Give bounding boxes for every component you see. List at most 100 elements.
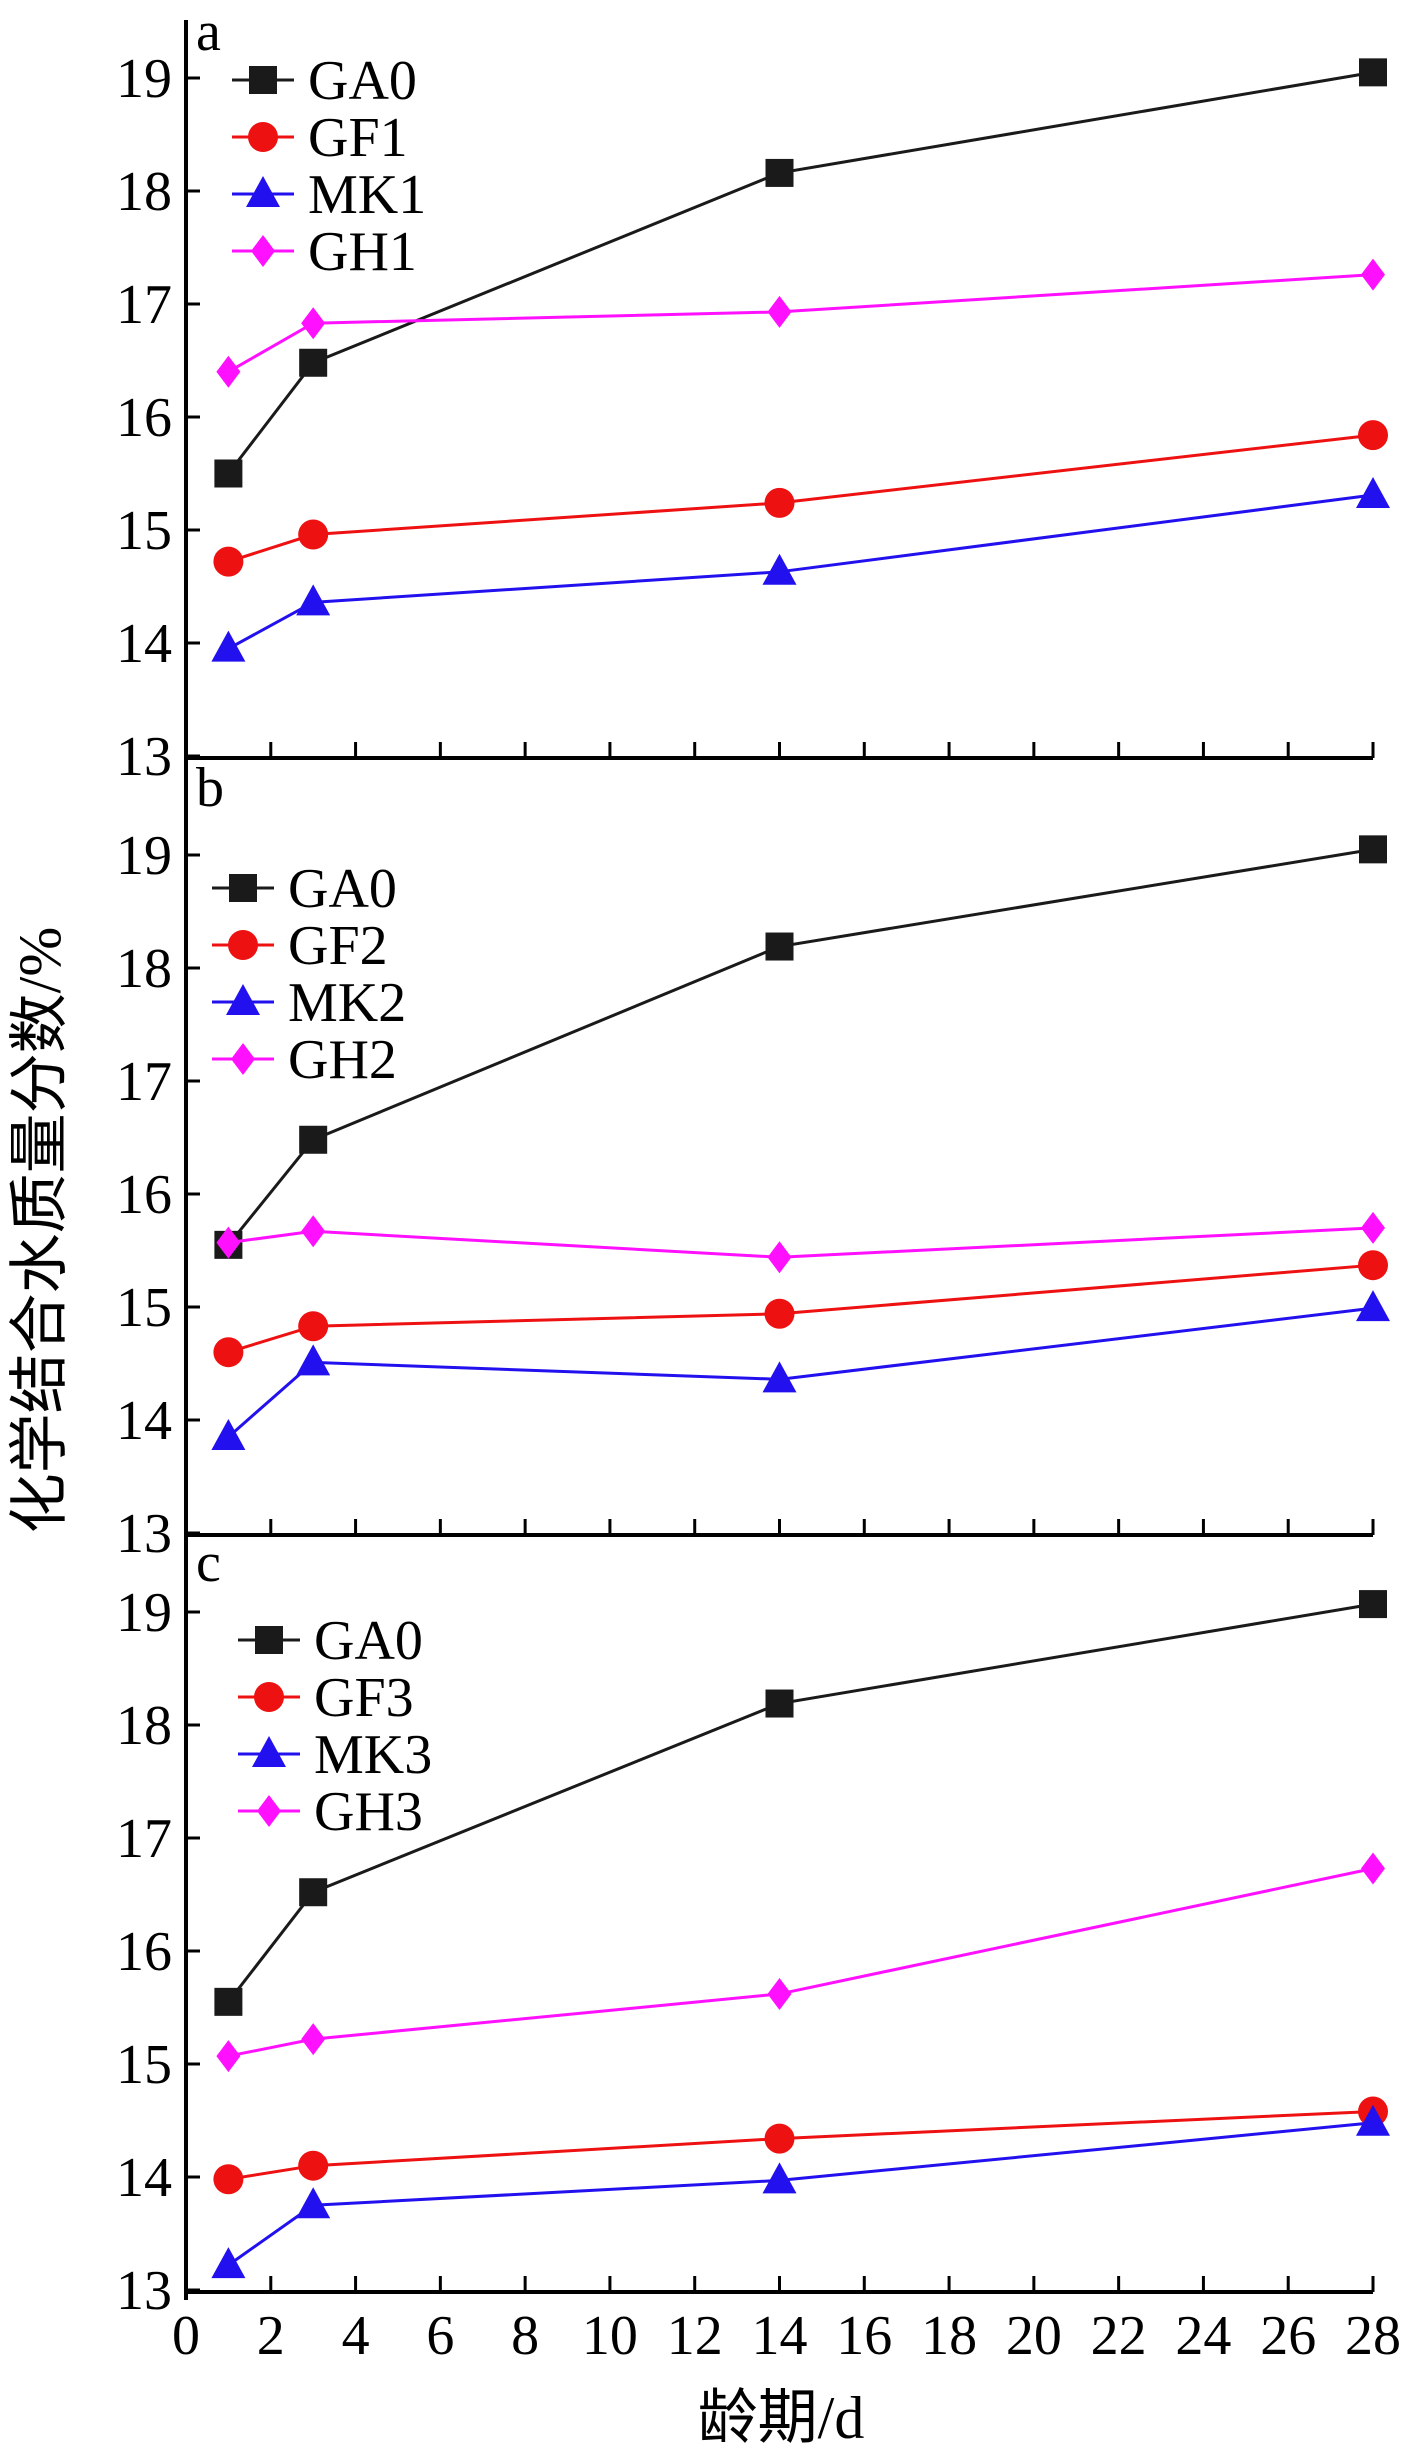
series-GA0 xyxy=(214,835,1387,1259)
y-tick-label: 15 xyxy=(116,1277,172,1339)
data-point xyxy=(298,2150,329,2181)
legend-entry: GF1 xyxy=(232,107,408,169)
x-tick-label: 12 xyxy=(667,2305,723,2367)
data-point xyxy=(296,584,331,616)
data-point xyxy=(1361,258,1385,291)
x-tick-label: 28 xyxy=(1345,2305,1401,2367)
legend-marker xyxy=(229,874,257,902)
data-point xyxy=(764,487,795,518)
series-line xyxy=(227,1306,1374,1439)
legend-label: GA0 xyxy=(314,1610,423,1672)
y-tick-label: 14 xyxy=(116,2147,172,2209)
series-line xyxy=(227,847,1374,1246)
y-tick-label: 16 xyxy=(116,1164,172,1226)
y-tick-label: 13 xyxy=(116,726,172,788)
legend-marker xyxy=(248,122,278,152)
x-tick-label: 10 xyxy=(582,2305,638,2367)
series-line xyxy=(227,1263,1374,1354)
x-tick-label: 24 xyxy=(1175,2305,1231,2367)
legend-label: GF2 xyxy=(288,915,388,977)
legend-entry: GA0 xyxy=(232,50,417,112)
data-point xyxy=(214,459,243,488)
data-point xyxy=(213,1337,244,1368)
legend-label: GF1 xyxy=(308,107,408,169)
series-line xyxy=(228,2109,1374,2181)
legend-entry: GA0 xyxy=(238,1610,423,1672)
data-point xyxy=(301,2023,326,2056)
series-MK2 xyxy=(211,1290,1390,1450)
data-point xyxy=(765,1689,794,1718)
legend-entry: MK2 xyxy=(212,972,406,1034)
data-point xyxy=(1356,476,1390,508)
y-tick-label: 18 xyxy=(116,1695,172,1757)
x-tick-label: 18 xyxy=(921,2305,977,2367)
panel-label: a xyxy=(196,1,221,63)
legend-marker xyxy=(254,1682,284,1712)
data-point xyxy=(767,1241,792,1274)
data-point xyxy=(762,1361,797,1393)
data-point xyxy=(213,2164,244,2195)
series-line xyxy=(228,1226,1374,1259)
panel-label: b xyxy=(196,757,224,819)
y-tick-label: 14 xyxy=(116,613,172,675)
x-tick-label: 6 xyxy=(426,2305,454,2367)
data-point xyxy=(301,1215,326,1248)
data-point xyxy=(762,2162,797,2194)
legend-marker xyxy=(257,1795,281,1827)
series-line xyxy=(228,1867,1374,2058)
data-point xyxy=(298,519,329,550)
data-point xyxy=(213,546,244,577)
series-GF2 xyxy=(213,1250,1388,1368)
x-tick-label: 20 xyxy=(1006,2305,1062,2367)
series-line xyxy=(227,493,1374,650)
series-GH3 xyxy=(216,1852,1385,2073)
data-point xyxy=(216,355,241,388)
legend-marker xyxy=(226,984,260,1015)
data-point xyxy=(765,932,794,961)
data-point xyxy=(299,1878,328,1907)
series-GH2 xyxy=(216,1211,1385,1274)
legend-label: GF3 xyxy=(314,1667,414,1729)
data-point xyxy=(301,307,326,340)
legend-entry: GH2 xyxy=(212,1029,397,1091)
data-point xyxy=(762,553,797,585)
y-tick-label: 18 xyxy=(116,938,172,1000)
series-GA0 xyxy=(214,1590,1387,2016)
y-tick-label: 15 xyxy=(116,2034,172,2096)
x-tick-label: 14 xyxy=(752,2305,808,2367)
legend-entry: GA0 xyxy=(212,858,397,920)
series-line xyxy=(227,273,1374,374)
series-GF1 xyxy=(213,420,1388,577)
x-tick-label: 2 xyxy=(257,2305,285,2367)
series-line xyxy=(227,1602,1374,2003)
data-point xyxy=(211,630,246,662)
data-point xyxy=(767,295,792,328)
legend-label: MK1 xyxy=(308,164,426,226)
data-point xyxy=(214,1987,243,2016)
y-tick-label: 17 xyxy=(116,1051,172,1113)
data-point xyxy=(211,1418,246,1450)
x-tick-label: 22 xyxy=(1091,2305,1147,2367)
panel-label: c xyxy=(196,1532,221,1594)
series-line xyxy=(227,70,1374,475)
legend-label: GA0 xyxy=(288,858,397,920)
legend-marker xyxy=(246,176,280,207)
series-MK1 xyxy=(211,476,1390,662)
data-point xyxy=(299,1125,328,1154)
legend-marker xyxy=(231,1043,255,1075)
series-MK3 xyxy=(211,2104,1390,2279)
series-GH1 xyxy=(216,258,1385,388)
data-point xyxy=(764,1298,795,1329)
data-point xyxy=(216,2040,241,2073)
data-point xyxy=(211,2247,246,2279)
data-point xyxy=(1359,58,1387,87)
y-tick-label: 14 xyxy=(116,1390,172,1452)
data-point xyxy=(767,1977,792,2010)
y-tick-label: 19 xyxy=(116,48,172,110)
y-tick-label: 13 xyxy=(116,2260,172,2322)
legend-marker xyxy=(228,930,258,960)
data-point xyxy=(1361,1852,1385,1885)
